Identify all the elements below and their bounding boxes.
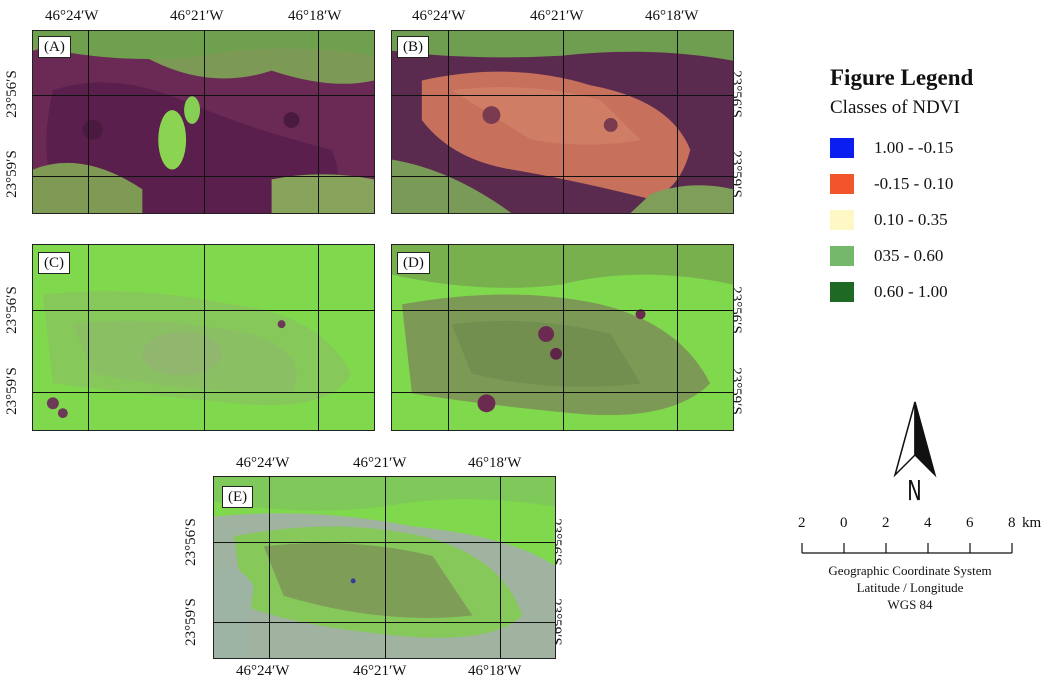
legend-subtitle: Classes of NDVI [830,97,960,118]
scale-tick-label: 2 [798,515,806,531]
graticule-line [32,310,375,311]
graticule-line [88,244,89,431]
map-image-c [32,244,375,431]
map-image-e [213,476,556,659]
graticule-line [88,30,89,214]
graticule-line [32,95,375,96]
scale-tick-label: 2 [882,515,890,531]
legend-item-label: 0.60 - 1.00 [874,282,948,301]
legend-item-label: 0.10 - 0.35 [874,210,948,229]
graticule-line [269,476,270,659]
graticule-line [213,622,556,623]
legend-item: 0.10 - 0.35 [830,202,973,238]
lon-tick: 46°24′W [236,455,290,471]
graticule-line [213,542,556,543]
graticule-line [391,310,734,311]
graticule-line [204,30,205,214]
graticule-line [448,30,449,214]
figure-legend: Figure Legend Classes of NDVI 1.00 - -0.… [830,64,973,310]
scale-bar: 2 0 2 4 6 8 km Geographic Coordinate Sys… [790,515,1042,625]
lon-tick: 46°18′W [645,8,699,24]
lat-tick: 23°56′S [182,518,199,566]
map-image-a [32,30,375,214]
graticule-line [500,476,501,659]
graticule-line [563,30,564,214]
lon-tick: 46°18′W [288,8,342,24]
lat-tick: 23°59′S [3,150,20,198]
ndvi-map-c [33,245,374,430]
panel-label-c: (C) [38,252,70,274]
lon-tick: 46°24′W [45,8,99,24]
legend-item: -0.15 - 0.10 [830,166,973,202]
graticule-line [448,244,449,431]
graticule-line [391,392,734,393]
ndvi-map-e [214,477,555,658]
graticule-line [563,244,564,431]
lon-tick: 46°21′W [353,663,407,679]
graticule-line [391,95,734,96]
north-label: N [907,474,922,507]
legend-title: Figure Legend [830,65,974,90]
lon-tick: 46°24′W [412,8,466,24]
graticule-line [204,244,205,431]
graticule-line [318,244,319,431]
legend-item-label: 035 - 0.60 [874,246,944,265]
legend-item: 1.00 - -0.15 [830,130,973,166]
graticule-line [677,244,678,431]
north-arrow: N [890,400,940,510]
legend-item: 035 - 0.60 [830,238,973,274]
coordinate-system-note: Latitude / Longitude [856,580,964,595]
graticule-line [318,30,319,214]
legend-swatch [830,138,854,158]
legend-swatch [830,174,854,194]
scale-unit: km [1022,515,1042,531]
panel-label-d: (D) [397,252,430,274]
legend-swatch [830,246,854,266]
coordinate-system-note: Geographic Coordinate System [828,563,992,578]
scale-tick-label: 8 [1008,515,1016,531]
legend-item-label: -0.15 - 0.10 [874,174,954,193]
graticule-line [32,176,375,177]
graticule-line [391,176,734,177]
ndvi-map-a [33,31,374,213]
panel-label-b: (B) [397,36,429,58]
north-arrow-icon [893,401,937,478]
legend-swatch [830,282,854,302]
panel-label-e: (E) [222,486,254,508]
graticule-line [677,30,678,214]
scale-tick-label: 6 [966,515,974,531]
lon-tick: 46°21′W [170,8,224,24]
scale-bar-line [801,543,1013,554]
lon-tick: 46°21′W [530,8,584,24]
graticule-line [385,476,386,659]
lat-tick: 23°59′S [182,598,199,646]
panel-label-a: (A) [38,36,71,58]
lat-tick: 23°56′S [3,70,20,118]
legend-item-label: 1.00 - -0.15 [874,138,954,157]
lon-tick: 46°18′W [468,663,522,679]
lon-tick: 46°21′W [353,455,407,471]
lat-tick: 23°59′S [3,367,20,415]
lat-tick: 23°56′S [3,286,20,334]
scale-tick-label: 0 [840,515,848,531]
coordinate-system-note: WGS 84 [887,597,933,612]
legend-item: 0.60 - 1.00 [830,274,973,310]
legend-swatch [830,210,854,230]
graticule-line [32,392,375,393]
scale-tick-label: 4 [924,515,932,531]
lon-tick: 46°18′W [468,455,522,471]
lon-tick: 46°24′W [236,663,290,679]
